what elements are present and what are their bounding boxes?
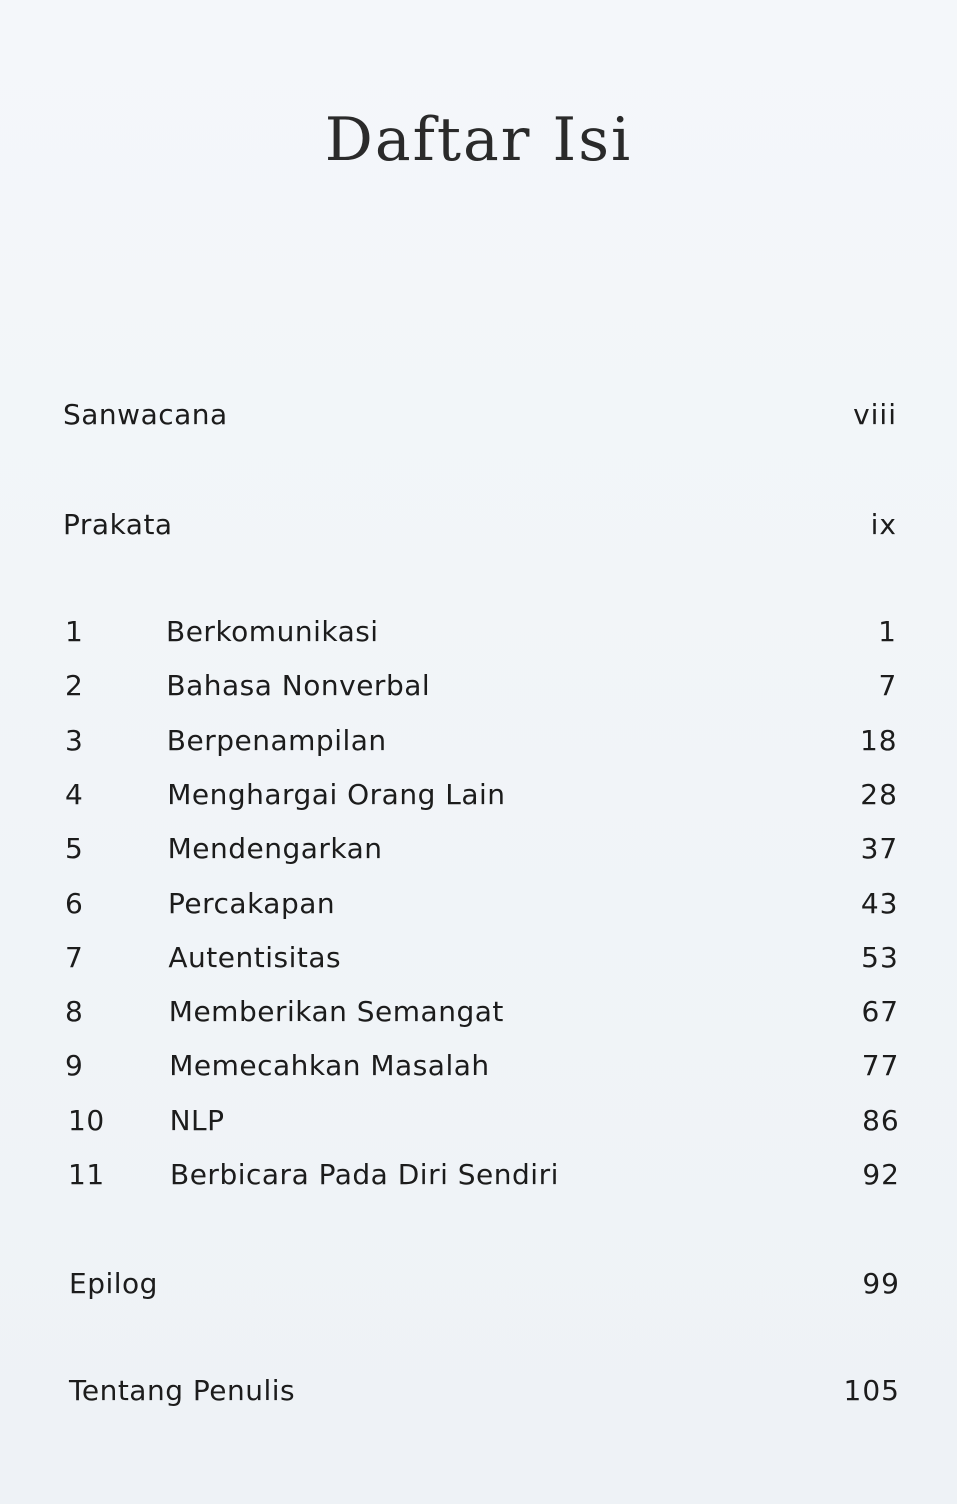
chapter-number: 4 bbox=[65, 777, 84, 811]
chapter-number: 11 bbox=[68, 1158, 105, 1191]
chapter-page: 37 bbox=[860, 832, 899, 866]
chapter-label: Berpenampilan bbox=[166, 723, 387, 757]
chapter-label: Autentisitas bbox=[168, 940, 342, 974]
chapter-label: Memecahkan Masalah bbox=[169, 1049, 490, 1083]
chapter-label: Menghargai Orang Lain bbox=[167, 777, 506, 811]
chapter-label: NLP bbox=[169, 1103, 225, 1137]
chapter-page: 1 bbox=[878, 615, 897, 648]
entry-label: Epilog bbox=[69, 1267, 158, 1300]
chapter-page: 86 bbox=[862, 1103, 900, 1137]
chapter-page: 67 bbox=[861, 995, 900, 1029]
chapter-label: Berbicara Pada Diri Sendiri bbox=[170, 1158, 559, 1191]
entry-label: Tentang Penulis bbox=[69, 1374, 296, 1407]
entry-page: viii bbox=[853, 398, 897, 431]
chapter-label: Mendengarkan bbox=[167, 832, 383, 866]
chapter-page: 28 bbox=[860, 777, 898, 811]
page-title: Daftar Isi bbox=[324, 105, 633, 175]
chapter-page: 43 bbox=[860, 886, 899, 920]
entry-page: 105 bbox=[843, 1374, 900, 1407]
chapter-number: 2 bbox=[65, 669, 84, 703]
entry-page: 99 bbox=[862, 1267, 900, 1300]
chapter-number: 6 bbox=[65, 886, 84, 920]
entry-page: ix bbox=[870, 508, 897, 541]
chapter-number: 9 bbox=[65, 1049, 84, 1083]
chapter-label: Percakapan bbox=[168, 886, 336, 920]
chapter-page: 92 bbox=[862, 1158, 900, 1191]
chapter-page: 7 bbox=[878, 669, 898, 703]
chapter-label: Berkomunikasi bbox=[166, 615, 379, 648]
entry-label: Sanwacana bbox=[63, 398, 228, 431]
chapter-number: 8 bbox=[65, 995, 84, 1029]
chapter-label: Memberikan Semangat bbox=[168, 995, 504, 1029]
chapter-number: 3 bbox=[65, 723, 84, 757]
chapter-page: 77 bbox=[861, 1049, 900, 1083]
entry-label: Prakata bbox=[63, 508, 173, 541]
chapter-page: 18 bbox=[859, 723, 898, 757]
chapter-label: Bahasa Nonverbal bbox=[166, 669, 431, 703]
chapter-page: 53 bbox=[861, 940, 899, 974]
chapter-number: 1 bbox=[65, 615, 84, 648]
chapter-number: 10 bbox=[68, 1103, 105, 1137]
chapter-number: 7 bbox=[65, 940, 84, 974]
chapter-number: 5 bbox=[65, 832, 84, 866]
